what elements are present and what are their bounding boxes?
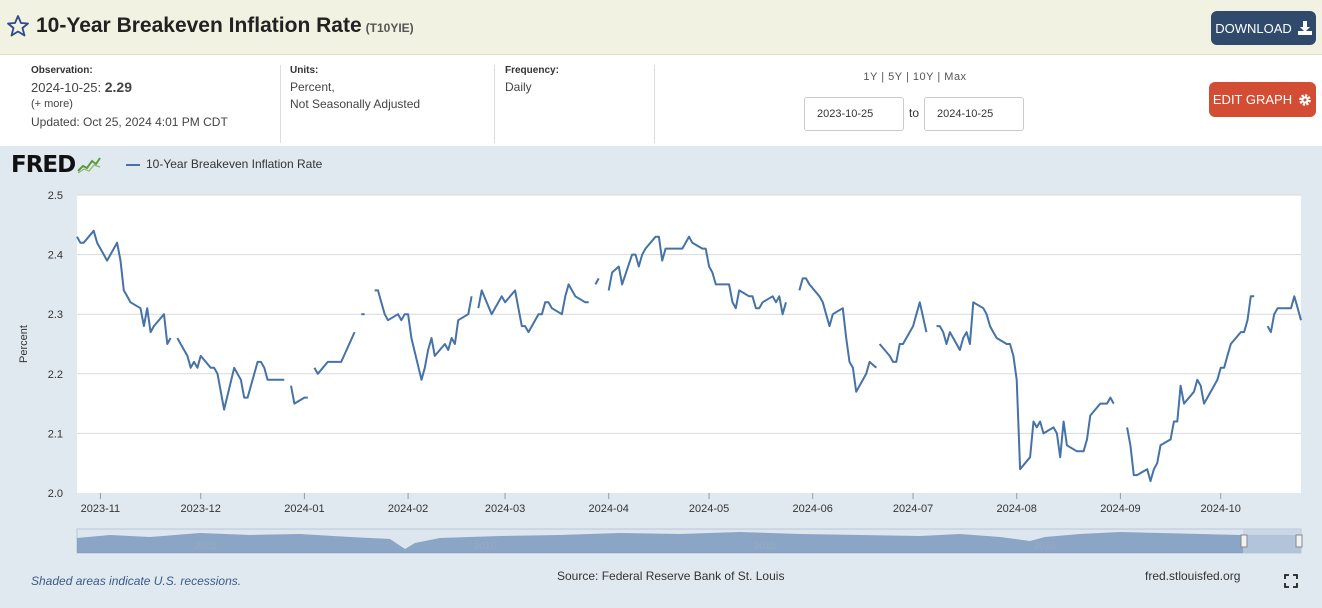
series-line-segment[interactable] (290, 385, 308, 405)
observation-value: 2.29 (104, 79, 132, 95)
updated-text: Updated: Oct 25, 2024 4:01 PM CDT (31, 115, 228, 129)
series-line-segment[interactable] (936, 301, 1115, 471)
y-tick-label: 2.4 (48, 250, 63, 262)
series-line-segment[interactable] (313, 331, 356, 375)
more-link[interactable]: (+ more) (31, 98, 73, 110)
series-line-segment[interactable] (374, 289, 473, 381)
download-icon (1297, 21, 1312, 35)
series-line-segment[interactable] (176, 337, 285, 411)
x-tick-label: 2024-02 (388, 503, 428, 515)
x-tick-label: 2024-01 (284, 503, 324, 515)
navigator-labels: 2005 2010 2015 2020 (195, 541, 1057, 552)
fullscreen-icon[interactable] (1284, 574, 1298, 588)
star-icon[interactable] (6, 14, 30, 38)
source-text: Source: Federal Reserve Bank of St. Loui… (557, 569, 785, 583)
x-tick-label: 2024-06 (793, 503, 833, 515)
navigator-selection[interactable] (1243, 529, 1301, 553)
download-label: DOWNLOAD (1215, 20, 1292, 36)
divider (494, 65, 495, 143)
graph-panel: FRED 10-Year Breakeven Inflation Rate 2.… (0, 146, 1322, 608)
download-button[interactable]: DOWNLOAD (1211, 11, 1316, 45)
fred-logo: FRED (11, 152, 102, 178)
grid-lines (77, 194, 1301, 434)
y-tick-label: 2.5 (48, 190, 63, 202)
navigator-year-label: 2020 (1034, 541, 1057, 552)
x-tick-label: 2024-09 (1100, 503, 1140, 515)
range-10y-button[interactable]: 10Y (912, 71, 934, 83)
y-tick-label: 2.3 (48, 309, 63, 321)
units-line1: Percent, (290, 80, 335, 94)
plot-area (77, 195, 1301, 493)
to-label: to (909, 106, 920, 120)
frequency-block: Frequency: Daily (505, 62, 559, 96)
chart-logo-icon (77, 157, 102, 174)
site-link[interactable]: fred.stlouisfed.org (1145, 569, 1241, 583)
units-block: Units: Percent, Not Seasonally Adjusted (290, 62, 420, 113)
title-bar: 10-Year Breakeven Inflation Rate (T10YIE)… (0, 0, 1322, 55)
recession-note: Shaded areas indicate U.S. recessions. (31, 574, 242, 588)
range-separator: | (902, 71, 913, 83)
series-line-segment[interactable] (607, 235, 787, 316)
x-tick-label: 2024-10 (1201, 503, 1241, 515)
range-separator: | (933, 71, 945, 83)
series-title: 10-Year Breakeven Inflation Rate (36, 14, 362, 37)
navigator-year-label: 2015 (754, 541, 777, 552)
legend-label: 10-Year Breakeven Inflation Rate (146, 157, 323, 171)
x-tick-label: 2024-05 (689, 503, 729, 515)
edit-graph-button[interactable]: EDIT GRAPH (1209, 82, 1316, 117)
navigator-series[interactable] (77, 532, 1301, 553)
x-axis: 2023-11 2023-12 2024-01 2024-02 2024-03 2024-… (81, 493, 1241, 515)
observation-block: Observation: 2024-10-25: 2.29 (+ more) U… (31, 62, 228, 131)
navigator-year-label: 2010 (474, 541, 497, 552)
x-tick-label: 2024-07 (893, 503, 933, 515)
navigator-year-label: 2005 (195, 541, 218, 552)
units-line2: Not Seasonally Adjusted (290, 97, 421, 111)
gear-icon (1299, 93, 1311, 106)
end-date-input[interactable]: 2024-10-25 (924, 97, 1024, 131)
range-separator: | (877, 71, 889, 83)
x-tick-label: 2023-11 (81, 503, 121, 515)
series-lines (76, 229, 1302, 483)
observation-date: 2024-10-25: (31, 80, 102, 95)
series-line-segment[interactable] (477, 283, 589, 334)
observation-label: Observation: (31, 65, 93, 76)
series-id: (T10YIE) (365, 21, 414, 35)
divider (654, 65, 655, 143)
series-line-segment[interactable] (594, 277, 600, 285)
fred-logo-text: FRED (11, 152, 76, 178)
start-date-input[interactable]: 2023-10-25 (804, 97, 904, 131)
observation-line: 2024-10-25: 2.29 (31, 79, 228, 96)
series-line-segment[interactable] (1126, 295, 1255, 483)
navigator-handle-left[interactable] (1240, 534, 1248, 548)
units-label: Units: (290, 65, 319, 76)
range-buttons: 1Y | 5Y | 10Y | Max (820, 71, 1010, 83)
x-tick-label: 2023-12 (181, 503, 221, 515)
range-max-button[interactable]: Max (944, 71, 967, 83)
navigator-handle-right[interactable] (1295, 534, 1303, 548)
x-tick-label: 2024-03 (485, 503, 525, 515)
series-line-segment[interactable] (1266, 295, 1302, 334)
x-tick-label: 2024-08 (997, 503, 1037, 515)
y-axis-label: Percent (18, 325, 30, 363)
series-line-segment[interactable] (878, 301, 928, 363)
frequency-label: Frequency: (505, 65, 559, 76)
chart-legend: 10-Year Breakeven Inflation Rate (126, 157, 322, 171)
y-tick-label: 2.2 (48, 369, 63, 381)
y-tick-label: 2.0 (48, 488, 63, 500)
edit-graph-label: EDIT GRAPH (1212, 92, 1293, 107)
page-title: 10-Year Breakeven Inflation Rate (T10YIE) (36, 14, 414, 38)
frequency-value: Daily (505, 80, 532, 94)
divider (280, 65, 281, 143)
range-5y-button[interactable]: 5Y (888, 71, 903, 83)
y-tick-label: 2.1 (48, 428, 63, 440)
legend-swatch (126, 163, 140, 166)
line-chart: 2.0 2.1 2.2 2.3 2.4 2.5 2023-11 2023-12 2024-01… (18, 190, 1303, 554)
y-axis: 2.0 2.1 2.2 2.3 2.4 2.5 (48, 190, 63, 500)
x-tick-label: 2024-04 (589, 503, 629, 515)
series-line-segment[interactable] (76, 229, 172, 345)
series-line-segment[interactable] (798, 277, 877, 393)
range-1y-button[interactable]: 1Y (863, 71, 878, 83)
